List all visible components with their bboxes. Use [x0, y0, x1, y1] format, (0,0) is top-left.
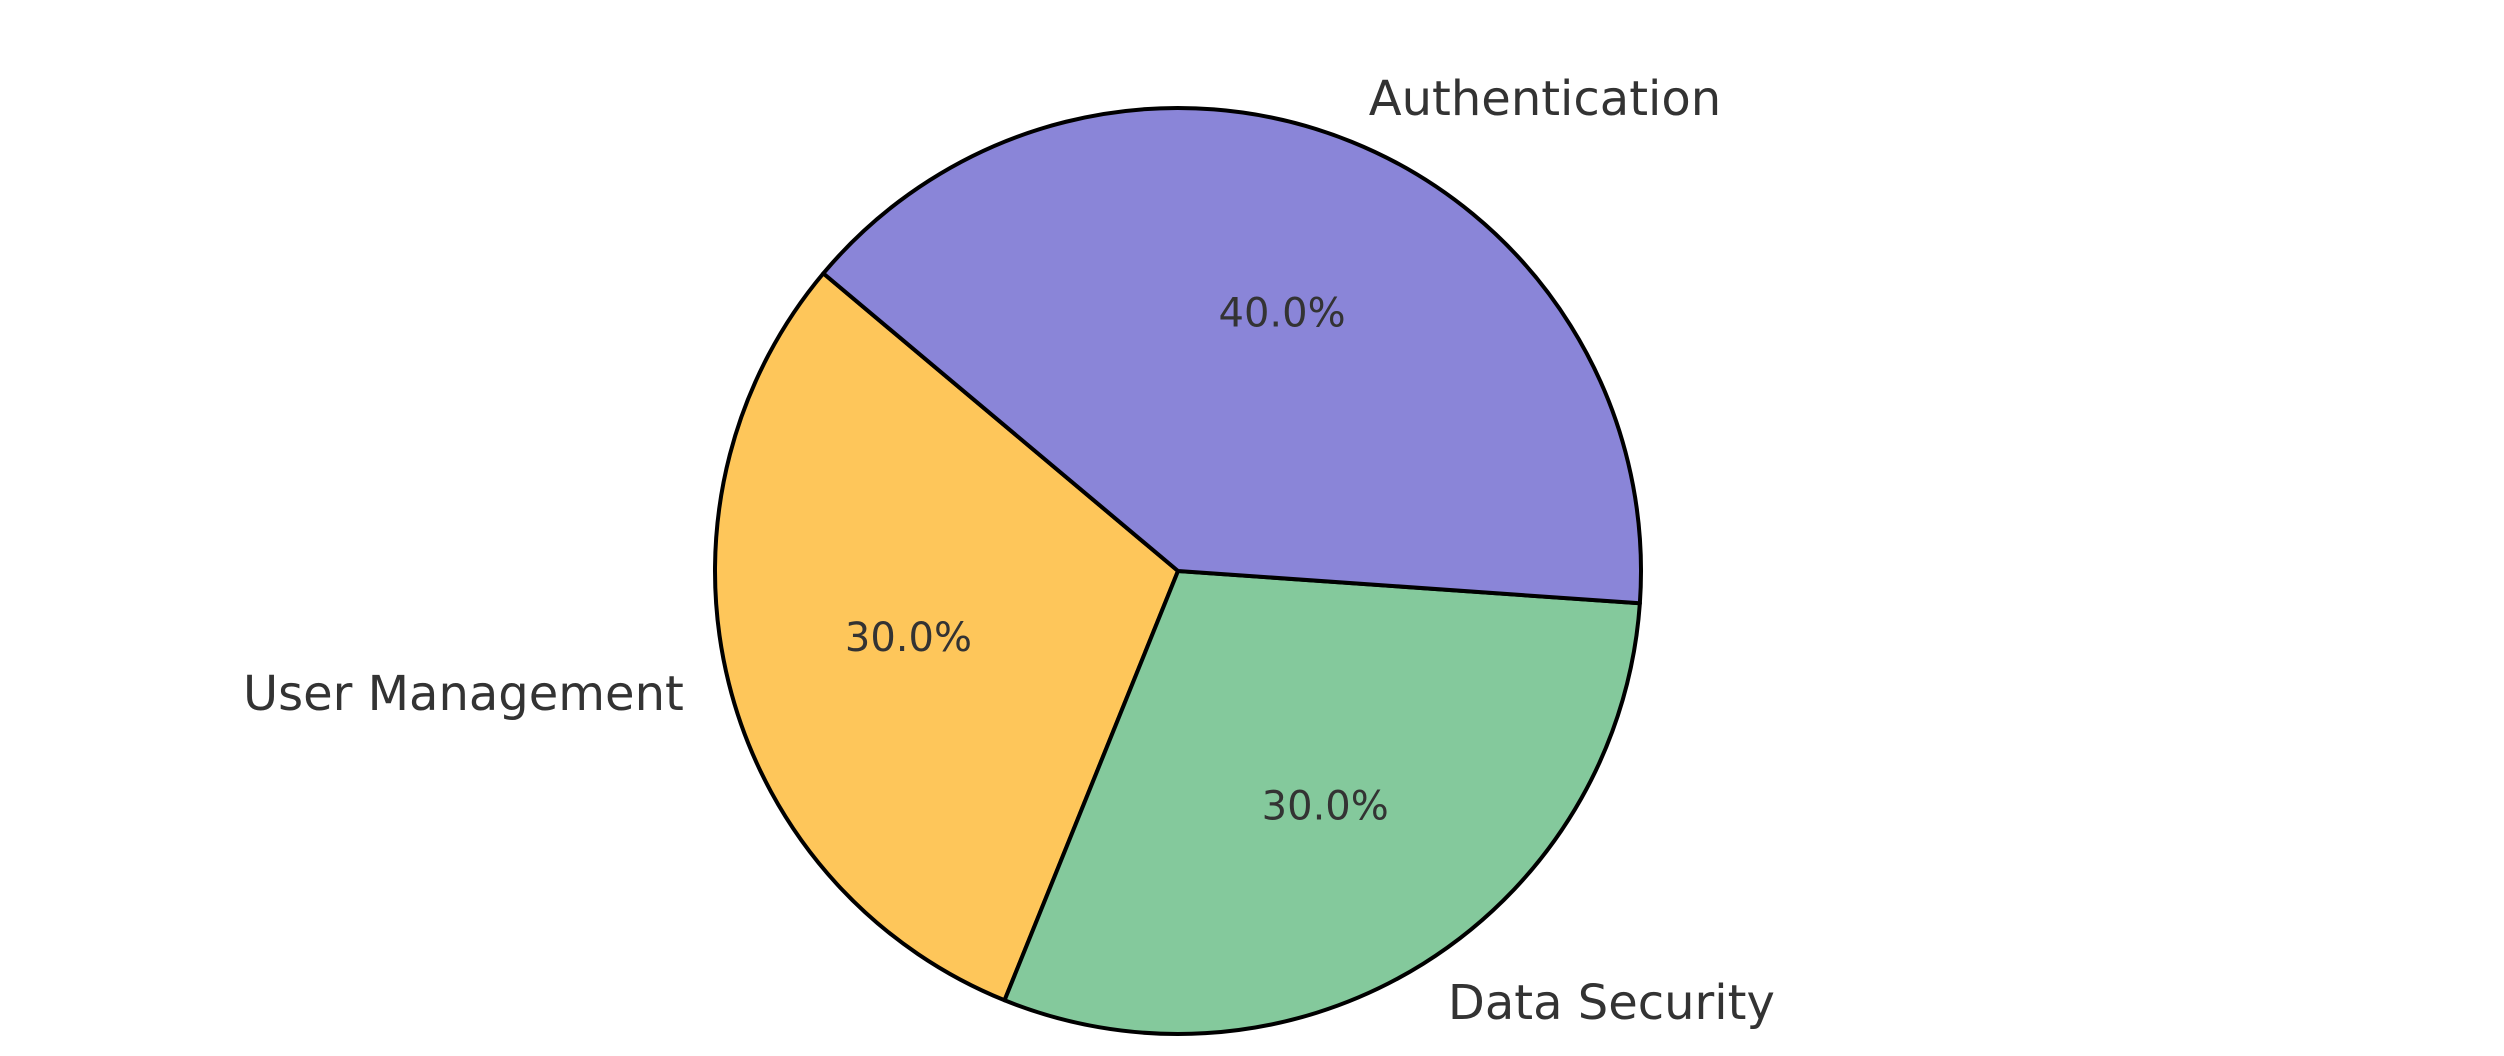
- percent-labels: 30.0% 30.0% 40.0%: [845, 290, 1389, 829]
- category-label-data-security: Data Security: [1448, 975, 1775, 1031]
- pie-slice-user-management: [713, 271, 1180, 1003]
- category-label-authentication: Authentication: [1369, 71, 1721, 127]
- category-label-user-management: User Management: [243, 666, 684, 722]
- pie-slice-authentication: [821, 106, 1643, 606]
- pie-wedges: [713, 106, 1643, 1037]
- pie-slice-data-security: [1002, 569, 1642, 1037]
- percent-label-authentication: 40.0%: [1219, 290, 1346, 336]
- percent-label-data-security: 30.0%: [1262, 784, 1389, 830]
- category-labels: User Management Data Security Authenticati…: [243, 71, 1775, 1031]
- percent-label-user-management: 30.0%: [845, 615, 972, 661]
